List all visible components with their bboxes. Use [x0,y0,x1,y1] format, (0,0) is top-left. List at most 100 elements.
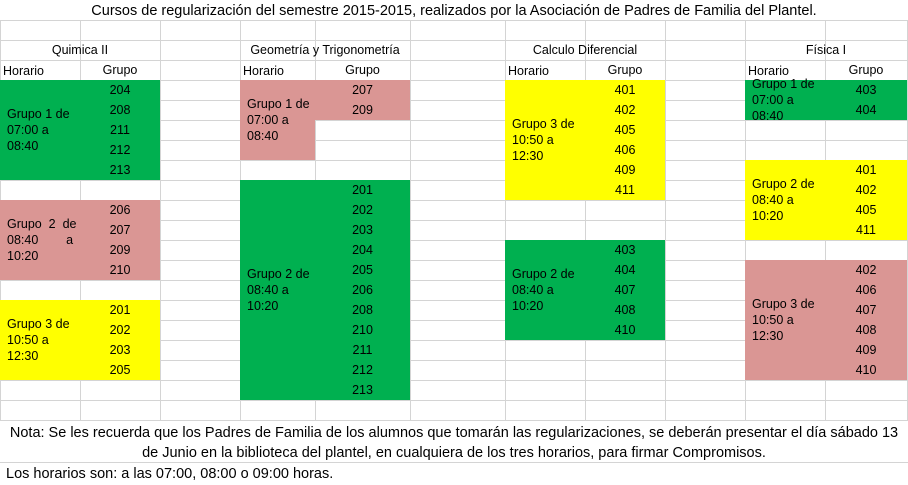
group-number: 213 [352,383,373,397]
label-line: 12:30 [512,149,544,163]
title: Cursos de regularización del semestre 20… [91,3,817,19]
label-line: Grupo 2 de [752,177,815,191]
group-number: 205 [352,263,373,277]
group-number: 203 [109,343,131,357]
block-label: Grupo 2 de 08:40 a 10:20 [240,180,335,400]
label-line: Grupo 2 de [247,267,310,281]
block-groups-bg [585,240,665,340]
block-label-bg [505,240,585,340]
block-label: Grupo 3 de 10:50 a 12:30 [745,260,845,380]
block-label-bg [240,180,315,400]
group-number: 206 [352,283,373,297]
group-number: 211 [110,123,130,137]
group-number: 210 [352,323,373,337]
group-number: 411 [856,223,876,237]
block-label: Grupo 3 de 10:50 a 12:30 [505,80,605,200]
group-number: 212 [109,143,131,157]
label-line: 10:50 a [7,333,49,347]
group-number: 209 [352,103,373,117]
label-line: Grupo 2 de [7,217,77,231]
block-label: Grupo 2 de 08:40 a 10:20 [745,160,845,240]
group-number: 201 [352,183,373,197]
group-header: Grupo [345,63,380,77]
label-line: Grupo 1 de [752,77,815,91]
group-number: 411 [615,183,635,197]
group-number: 403 [614,243,636,257]
label-line: 10:20 [752,209,784,223]
block-label: Grupo 3 de 10:50 a 12:30 [0,300,100,380]
block-label-bg [745,80,825,120]
group-number: 404 [855,103,877,117]
label-line: Grupo 1 de [247,97,310,111]
block-label-bg [0,80,80,180]
group-number: 209 [109,243,131,257]
group-header: Grupo [848,63,884,77]
block-label: Grupo 1 de 07:00 a 08:40 [240,80,335,160]
group-number: 204 [352,243,373,257]
schedule-header: Horario [3,64,44,78]
block-groups-bg [315,80,410,120]
group-number: 410 [855,363,877,377]
block-groups-bg [315,180,410,400]
group-number: 210 [109,263,131,277]
label-line: Grupo 1 de [7,107,70,121]
group-number: 402 [855,183,877,197]
block-label-bg [745,160,825,240]
group-number: 207 [352,83,373,97]
label-line: 10:20 [7,249,39,263]
group-number: 409 [855,343,877,357]
group-number: 403 [855,83,877,97]
note: Nota: Se les recuerda que los Padres de … [9,425,899,461]
label-line: 08:40 [247,129,279,143]
block-label-bg [745,260,825,380]
label-line: 10:20 [512,299,544,313]
label-line: 07:00 a [7,123,49,137]
label-line: 07:00 a [752,93,794,107]
footer: Los horarios son: a las 07:00, 08:00 o 0… [6,466,334,482]
schedule-header: Horario [243,64,284,78]
block-label: Grupo 2 de 08:40 a 10:20 [505,240,605,340]
block-groups-bg [825,260,907,380]
group-number: 208 [352,303,373,317]
label-line: Grupo 3 de [512,117,575,131]
label-line: Grupo 2 de [512,267,575,281]
group-number: 401 [614,83,636,97]
group-number: 405 [614,123,636,137]
group-number: 402 [614,103,636,117]
group-number: 204 [109,83,131,97]
block-label: Grupo 1 de 07:00 a 08:40 [745,77,845,123]
subject-name: Geometría y Trigonometría [250,43,400,57]
label-line: 10:20 [247,299,279,313]
group-number: 207 [109,223,131,237]
group-number: 202 [109,323,131,337]
label-line: 08:40 a [7,233,74,247]
block-groups-bg [825,160,907,240]
group-number: 201 [109,303,131,317]
label-line: 08:40 a [247,283,289,297]
block-groups-bg [80,200,160,280]
group-number: 408 [855,323,877,337]
block-label-bg [240,80,315,160]
label-line: 10:50 a [512,133,554,147]
label-line: 08:40 [752,109,784,123]
group-number: 405 [855,203,877,217]
group-number: 401 [855,163,877,177]
label-line: 08:40 [7,139,39,153]
group-number: 406 [614,143,636,157]
group-number: 208 [109,103,131,117]
label-line: Grupo 3 de [7,317,70,331]
group-number: 205 [109,363,131,377]
subject-name: Calculo Diferencial [532,43,638,57]
group-number: 409 [614,163,636,177]
group-number: 410 [614,323,636,337]
subject-name: Quimica II [51,43,109,57]
group-number: 202 [352,203,373,217]
group-number: 404 [614,263,636,277]
group-number: 212 [352,363,373,377]
subject-name: Física I [805,43,847,57]
label-line: 08:40 a [512,283,554,297]
label-line: 12:30 [7,349,39,363]
label-line: 10:50 a [752,313,794,327]
schedule-header: Horario [508,64,549,78]
